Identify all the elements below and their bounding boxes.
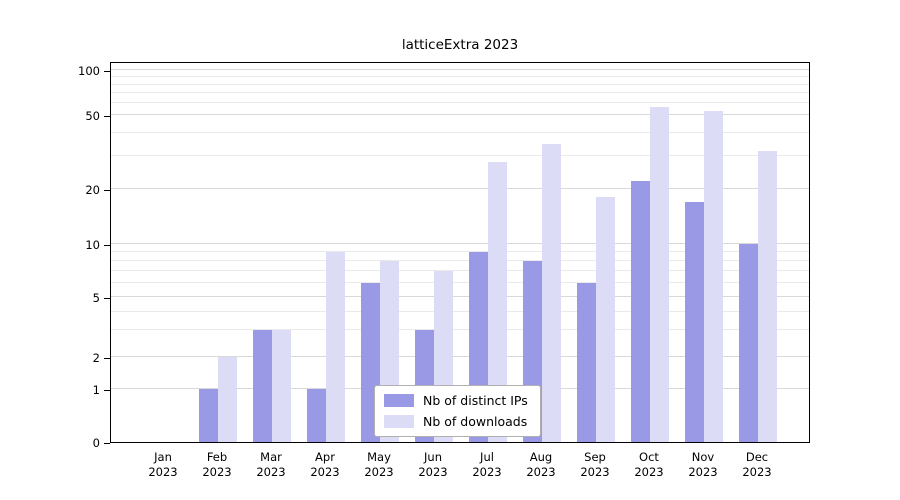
bar-downloads	[650, 106, 669, 442]
legend-item-distinct-ips: Nb of distinct IPs	[384, 393, 528, 408]
gridline	[111, 296, 809, 297]
y-axis-tick-label: 1	[92, 383, 100, 397]
y-axis-tick-label: 50	[85, 109, 100, 123]
gridlines-layer	[111, 63, 809, 442]
bar-distinct-ips	[307, 389, 326, 442]
y-axis-tick-label: 20	[85, 183, 100, 197]
x-axis-tick-label: Sep 2023	[580, 450, 610, 479]
x-axis-tick-label: Nov 2023	[688, 450, 718, 479]
chart-title: latticeExtra 2023	[401, 37, 519, 53]
bar-distinct-ips	[631, 181, 650, 442]
gridline	[111, 114, 809, 115]
legend-label-downloads: Nb of downloads	[423, 414, 528, 429]
gridline	[111, 102, 809, 104]
legend-item-downloads: Nb of downloads	[384, 414, 528, 429]
gridline	[111, 155, 809, 157]
gridline	[111, 92, 809, 94]
gridline	[111, 282, 809, 284]
bar-downloads	[218, 357, 237, 442]
y-axis-tick	[104, 71, 110, 72]
y-axis-tick-label: 10	[85, 238, 100, 252]
gridline	[111, 83, 809, 85]
gridline	[111, 243, 809, 244]
gridline	[111, 270, 809, 272]
bar-downloads	[704, 111, 723, 442]
gridline	[111, 251, 809, 253]
bar-downloads	[326, 252, 345, 442]
gridline	[111, 310, 809, 312]
x-axis-tick-label: Mar 2023	[256, 450, 286, 479]
bar-downloads	[596, 197, 615, 442]
y-axis-tick-label: 100	[78, 64, 100, 78]
x-axis-tick-label: Oct 2023	[634, 450, 664, 479]
y-axis-tick-label: 2	[92, 351, 100, 365]
gridline	[111, 260, 809, 262]
bar-distinct-ips	[253, 330, 272, 442]
y-axis-tick	[104, 298, 110, 299]
gridline	[111, 75, 809, 77]
y-axis-tick	[104, 190, 110, 191]
x-axis-tick-label: Aug 2023	[526, 450, 556, 479]
bar-distinct-ips	[685, 201, 704, 442]
y-axis-tick-label: 0	[92, 436, 100, 450]
y-axis-tick	[104, 116, 110, 117]
y-axis-tick	[104, 245, 110, 246]
x-axis-tick-label: Jan 2023	[148, 450, 178, 479]
x-axis-tick-label: Jun 2023	[418, 450, 448, 479]
bar-downloads	[488, 161, 507, 442]
x-axis-tick-label: Dec 2023	[742, 450, 772, 479]
y-axis-tick	[104, 390, 110, 391]
gridline	[111, 356, 809, 357]
gridline	[111, 329, 809, 331]
gridline	[111, 69, 809, 70]
bar-distinct-ips	[199, 389, 218, 442]
gridline	[111, 132, 809, 134]
plot-area: Nb of distinct IPs Nb of downloads	[110, 62, 810, 443]
bar-downloads	[272, 330, 291, 442]
x-axis-tick-label: Apr 2023	[310, 450, 340, 479]
x-axis-tick-label: Jul 2023	[472, 450, 502, 479]
y-axis-tick-label: 5	[92, 291, 100, 305]
bar-distinct-ips	[739, 244, 758, 442]
legend-label-distinct-ips: Nb of distinct IPs	[423, 393, 528, 408]
legend: Nb of distinct IPs Nb of downloads	[374, 385, 541, 437]
x-axis-tick-label: May 2023	[364, 450, 394, 479]
bar-downloads	[758, 151, 777, 442]
bar-distinct-ips	[577, 283, 596, 442]
x-axis-tick-label: Feb 2023	[202, 450, 232, 479]
gridline	[111, 188, 809, 189]
legend-swatch-downloads	[384, 415, 414, 428]
y-axis-tick	[104, 358, 110, 359]
legend-swatch-distinct-ips	[384, 394, 414, 407]
y-axis-tick	[104, 443, 110, 444]
bar-downloads	[542, 143, 561, 442]
